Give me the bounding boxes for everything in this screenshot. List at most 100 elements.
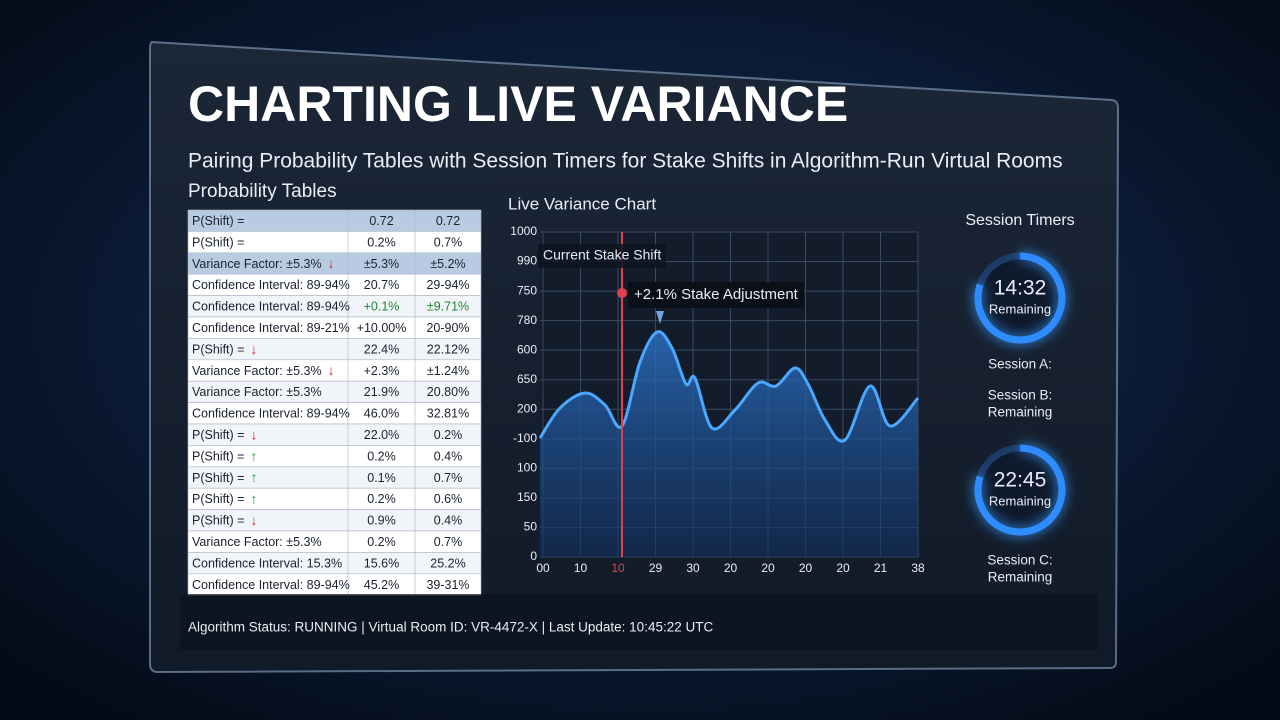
table-cell: 20.80% (427, 385, 469, 399)
table-cell: 22.12% (427, 342, 469, 356)
table-cell: ±5.2% (430, 257, 465, 271)
table-cell: 21.9% (364, 385, 399, 399)
table-cell: 0.9% (367, 514, 396, 528)
timer-ring (974, 252, 1066, 344)
table-cell: Variance Factor: ±5.3% (192, 257, 322, 271)
timer-time: 14:32 (994, 277, 1047, 300)
table-cell: 0.72 (369, 214, 393, 228)
trend-arrow: ↑ (250, 469, 257, 485)
table-cell: ±9.71% (427, 300, 469, 314)
timer-time: 22:45 (994, 469, 1047, 492)
y-tick-label: 750 (517, 283, 537, 297)
table-cell: 0.7% (434, 235, 463, 249)
table-cell: 20-90% (426, 321, 469, 335)
annotation: +2.1% Stake Adjustment (634, 286, 799, 303)
table-cell: 0.4% (434, 514, 463, 528)
session-label: Remaining (988, 405, 1053, 420)
table-cell: +0.1% (364, 300, 400, 314)
table-cell: 22.0% (364, 428, 399, 442)
trend-arrow: ↓ (250, 512, 257, 528)
table-cell: 20.7% (364, 278, 399, 292)
session-label: Session A: (988, 357, 1052, 372)
timer-caption: Remaining (989, 493, 1051, 508)
table-cell: 0.2% (367, 449, 396, 463)
table-cell: 0.7% (434, 535, 463, 549)
table-cell: Confidence Interval: 89-21% (192, 321, 350, 335)
y-tick-label: 0 (530, 549, 537, 563)
table-cell: 45.2% (364, 578, 399, 592)
status: Algorithm Status: RUNNING | Virtual Room… (188, 620, 713, 635)
y-tick-label: 780 (517, 313, 537, 327)
table-cell: 0.7% (434, 471, 463, 485)
timers-title: Session Timers (965, 212, 1074, 229)
table-title: Probability Tables (188, 181, 337, 202)
table-cell: 0.6% (434, 492, 463, 506)
table-cell: ±1.24% (427, 364, 469, 378)
table-cell: P(Shift) = (192, 428, 244, 442)
annotation-box (628, 282, 804, 308)
table-cell: Variance Factor: ±5.3% (192, 364, 322, 378)
y-tick-label: 990 (517, 254, 537, 268)
table-cell: 25.2% (430, 556, 465, 570)
x-tick-label: 20 (836, 561, 850, 575)
variance-line (538, 330, 920, 443)
x-tick-label: 21 (874, 561, 888, 575)
trend-arrow: ↓ (328, 255, 335, 271)
session-label: Session B: (988, 388, 1053, 403)
session-label: Session C: (987, 553, 1052, 568)
timer-ring (974, 444, 1066, 536)
table-cell: 0.2% (367, 492, 396, 506)
y-tick-label: -100 (513, 431, 537, 445)
table-cell: Variance Factor: ±5.3% (192, 535, 322, 549)
table-cell: 15.6% (364, 556, 399, 570)
annotation-dot (617, 288, 627, 298)
x-tick-label: 20 (724, 561, 738, 575)
table-cell: 0.2% (434, 428, 463, 442)
table-cell: P(Shift) = (192, 471, 244, 485)
trend-arrow: ↑ (250, 448, 257, 464)
annotation-pointer (656, 311, 664, 324)
table-cell: P(Shift) = (192, 514, 244, 528)
table-cell: P(Shift) = (192, 492, 244, 506)
table-cell: 32.81% (427, 407, 469, 421)
subtitle: Pairing Probability Tables with Session … (188, 150, 1063, 173)
x-tick-label: 30 (686, 561, 700, 575)
status-bar (180, 594, 1098, 650)
x-tick-label: 38 (911, 561, 925, 575)
y-tick-label: 150 (517, 490, 537, 504)
trend-arrow: ↓ (250, 426, 257, 442)
y-tick-label: 100 (517, 461, 537, 475)
title: CHARTING LIVE VARIANCE (188, 76, 848, 132)
marker-label-box (538, 244, 666, 268)
table-cell: P(Shift) = (192, 235, 244, 249)
x-tick-label: 20 (761, 561, 775, 575)
table-cell: Confidence Interval: 15.3% (192, 556, 342, 570)
table-cell: 0.72 (436, 214, 460, 228)
x-tick-label: 20 (799, 561, 813, 575)
table-cell: 0.1% (367, 471, 396, 485)
table-cell: Confidence Interval: 89-94% (192, 578, 350, 592)
x-tick-label: 10 (611, 561, 625, 575)
table-cell: Confidence Interval: 89-94% (192, 300, 350, 314)
x-tick-label: 00 (536, 561, 550, 575)
trend-arrow: ↓ (328, 362, 335, 378)
probability-table: P(Shift) = 0.72 0.72 P(Shift) = 0.2% 0.7% Vari… (187, 209, 482, 596)
table-cell: Variance Factor: ±5.3% (192, 385, 322, 399)
session-label: Remaining (988, 570, 1053, 585)
table-cell: 39-31% (426, 578, 469, 592)
marker-label: Current Stake Shift (543, 247, 661, 263)
table-cell: +10.00% (357, 321, 407, 335)
trend-arrow: ↓ (250, 341, 257, 357)
x-tick-label: 10 (574, 561, 588, 575)
table-cell: 22.4% (364, 342, 399, 356)
y-tick-label: 200 (517, 401, 537, 415)
timer-caption: Remaining (989, 301, 1051, 316)
table-cell: ±5.3% (364, 257, 399, 271)
chart-title: Live Variance Chart (508, 194, 656, 213)
table-cell: 0.2% (367, 535, 396, 549)
y-tick-label: 650 (517, 372, 537, 386)
y-tick-label: 50 (524, 520, 538, 534)
